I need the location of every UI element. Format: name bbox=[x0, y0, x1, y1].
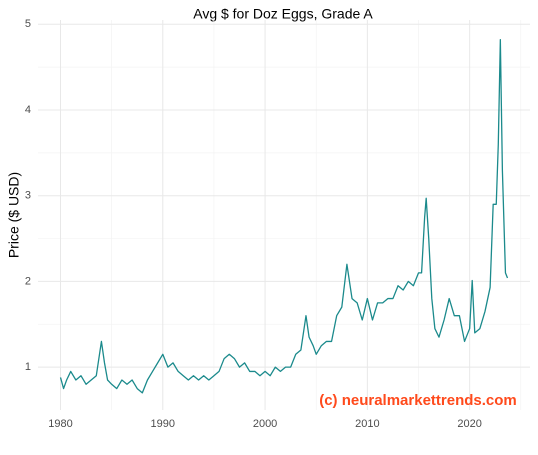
x-tick-label: 1980 bbox=[48, 418, 72, 430]
y-tick-label: 3 bbox=[25, 190, 31, 202]
y-tick-label: 4 bbox=[25, 104, 31, 116]
y-tick-label: 2 bbox=[25, 275, 31, 287]
chart-title: Avg $ for Doz Eggs, Grade A bbox=[193, 6, 373, 22]
x-tick-label: 1990 bbox=[151, 418, 175, 430]
y-tick-label: 5 bbox=[25, 18, 31, 30]
x-tick-label: 2000 bbox=[253, 418, 277, 430]
watermark: (c) neuralmarkettrends.com bbox=[319, 392, 517, 409]
grid bbox=[38, 20, 530, 410]
y-tick-label: 1 bbox=[25, 361, 31, 373]
price-line bbox=[59, 39, 509, 394]
plot-area bbox=[59, 39, 509, 394]
x-tick-label: 2010 bbox=[355, 418, 379, 430]
y-axis-label: Price ($ USD) bbox=[6, 172, 22, 258]
x-tick-label: 2020 bbox=[457, 418, 481, 430]
